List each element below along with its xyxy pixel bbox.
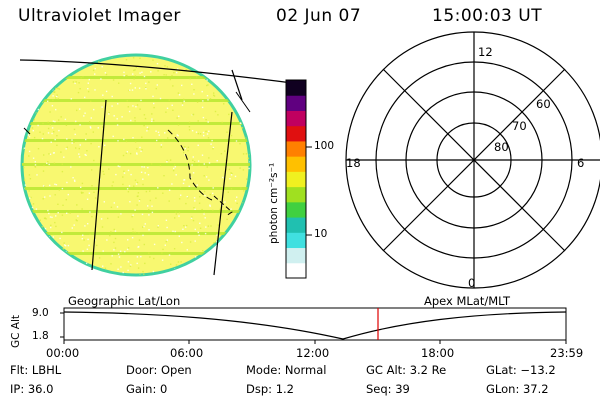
status-glon: GLon: 37.2 [486,382,549,396]
polar-diagonal [382,68,566,252]
status-filter: Flt: LBHL [10,363,62,377]
map-meridian-line [91,99,107,271]
colorbar [285,79,312,279]
polar-lat-70: 70 [512,119,527,133]
date-label: 02 Jun 07 [276,6,362,26]
y-tick-label: 1.8 [32,330,49,342]
polar-lat-60: 60 [536,97,551,111]
colorbar-band [286,171,306,188]
colorbar-band [286,125,306,142]
colorbar-band [286,140,306,157]
status-glat: GLat: −13.2 [486,363,556,377]
geographic-caption: Geographic Lat/Lon [68,294,181,308]
map-meridian-line [231,69,243,101]
map-meridian-line [213,111,233,276]
orbit-panel [60,307,567,344]
status-mode: Mode: Normal [246,363,327,377]
colorbar-band [286,186,306,203]
scan-stripe [22,187,250,190]
orbit-frame [63,307,567,341]
uv-image-disk [19,53,301,277]
colorbar-band [286,262,306,279]
polar-plot [345,31,600,289]
polar-label-6: 6 [577,156,585,170]
status-seq: Seq: 39 [366,382,410,396]
apex-caption: Apex MLat/MLT [424,294,511,308]
colorbar-band [286,80,306,96]
x-tick-label: 18:00 [421,346,455,360]
y-tick-label: 9.0 [32,307,49,319]
colorbar-tick-10: 10 [314,228,328,240]
colorbar-band [286,201,306,218]
scan-stripe [22,99,250,102]
colorbar-band [286,217,306,233]
colorbar-band [286,95,306,111]
scan-stripe [22,122,250,125]
status-gain: Gain: 0 [126,382,168,396]
coastline [235,91,251,113]
scan-stripe [22,210,250,213]
scan-stripe [22,139,250,142]
x-tick-label: 06:00 [170,346,204,360]
orbit-y-axis-label: GC Alt [10,314,22,348]
map-latitude-line [19,59,301,85]
coastline [23,127,31,135]
coastline [213,195,233,217]
scan-stripe [22,252,250,255]
colorbar-band [286,156,306,172]
x-tick-label: 12:00 [296,346,330,360]
status-gc-alt: GC Alt: 3.2 Re [366,363,447,377]
altitude-curve [63,311,567,340]
x-tick-label: 23:59 [550,346,584,360]
colorbar-band [286,110,306,127]
scan-stripe [22,163,250,166]
polar-label-0: 0 [468,276,476,290]
status-door: Door: Open [126,363,192,377]
polar-label-18: 18 [346,156,361,170]
colorbar-tick-100: 100 [314,140,335,152]
colorbar-unit-label: photon cm⁻²s⁻¹ [268,162,280,244]
colorbar-frame [285,79,307,279]
coastline [167,129,213,201]
scan-stripe [22,76,250,79]
scan-stripe [22,232,250,235]
x-tick-label: 00:00 [46,346,80,360]
disk-scan-stripes [22,76,250,255]
instrument-title: Ultraviolet Imager [18,6,181,26]
time-label: 15:00:03 UT [432,6,543,26]
colorbar-band [286,247,306,264]
status-ip: IP: 36.0 [10,382,54,396]
status-dsp: Dsp: 1.2 [246,382,294,396]
colorbar-band [286,232,306,249]
polar-label-12: 12 [478,45,493,59]
polar-lat-80: 80 [494,140,509,154]
